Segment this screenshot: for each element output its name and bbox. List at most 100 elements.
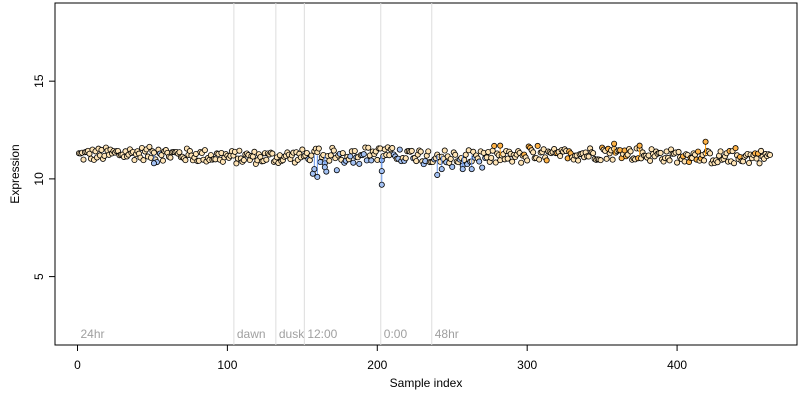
segment-label: dusk bbox=[279, 327, 305, 341]
data-point bbox=[315, 145, 322, 152]
data-point bbox=[80, 156, 87, 163]
data-point bbox=[524, 157, 531, 164]
data-point bbox=[299, 146, 306, 153]
data-point bbox=[449, 163, 456, 170]
segment-label: 48hr bbox=[435, 327, 459, 341]
highlight-point bbox=[438, 166, 445, 173]
data-point bbox=[491, 142, 498, 149]
data-point bbox=[158, 152, 165, 159]
data-point bbox=[327, 152, 334, 159]
data-point bbox=[417, 148, 424, 155]
data-point bbox=[609, 156, 616, 163]
data-point bbox=[240, 157, 247, 164]
data-point bbox=[534, 142, 541, 149]
x-tick-label: 200 bbox=[367, 358, 387, 372]
data-point bbox=[351, 147, 358, 154]
data-point bbox=[389, 145, 396, 152]
data-point bbox=[452, 151, 459, 158]
data-point bbox=[675, 148, 682, 155]
highlight-point bbox=[311, 166, 318, 173]
data-point bbox=[146, 143, 153, 150]
data-point bbox=[408, 147, 415, 154]
highlight-point bbox=[497, 142, 504, 149]
data-point bbox=[758, 147, 765, 154]
data-point bbox=[347, 153, 354, 160]
data-point bbox=[707, 150, 714, 157]
data-point bbox=[509, 158, 516, 165]
data-point bbox=[396, 146, 403, 153]
data-point bbox=[543, 157, 550, 164]
highlight-point bbox=[378, 168, 385, 175]
data-point bbox=[603, 155, 610, 162]
data-point bbox=[330, 147, 337, 154]
highlight-point bbox=[611, 140, 618, 147]
data-point bbox=[447, 155, 454, 162]
data-point bbox=[695, 148, 702, 155]
data-point bbox=[575, 157, 582, 164]
data-point bbox=[746, 160, 753, 167]
highlight-point bbox=[636, 142, 643, 149]
data-point bbox=[233, 160, 240, 167]
data-point bbox=[731, 160, 738, 167]
data-point bbox=[182, 157, 189, 164]
x-axis-title: Sample index bbox=[390, 376, 463, 390]
highlight-point bbox=[150, 160, 157, 167]
x-tick-label: 300 bbox=[517, 358, 537, 372]
data-point bbox=[590, 150, 597, 157]
data-point bbox=[356, 160, 363, 167]
highlight-point bbox=[314, 173, 321, 180]
data-point bbox=[402, 155, 409, 162]
segment-label: dawn bbox=[237, 327, 266, 341]
data-point bbox=[701, 157, 708, 164]
x-tick-label: 400 bbox=[667, 358, 687, 372]
segment-label: 12:00 bbox=[307, 327, 337, 341]
highlight-point bbox=[321, 164, 328, 171]
segment-label: 24hr bbox=[80, 327, 104, 341]
highlight-point bbox=[378, 181, 385, 188]
x-tick-label: 0 bbox=[74, 358, 81, 372]
y-tick-label: 5 bbox=[32, 273, 46, 280]
highlight-point bbox=[702, 138, 709, 145]
data-point bbox=[365, 144, 372, 151]
data-point bbox=[753, 155, 760, 162]
data-point bbox=[131, 157, 138, 164]
data-point bbox=[674, 159, 681, 166]
data-point bbox=[479, 164, 486, 171]
plot-frame bbox=[54, 2, 798, 346]
data-point bbox=[251, 148, 258, 155]
data-point bbox=[666, 157, 673, 164]
data-point bbox=[536, 156, 543, 163]
data-point bbox=[167, 154, 174, 161]
data-point bbox=[717, 148, 724, 155]
data-point bbox=[492, 159, 499, 166]
data-point bbox=[326, 157, 333, 164]
data-point bbox=[236, 147, 243, 154]
data-point bbox=[756, 160, 763, 167]
data-point bbox=[303, 149, 310, 156]
data-point bbox=[557, 153, 564, 160]
data-point bbox=[368, 157, 375, 164]
data-point bbox=[476, 158, 483, 165]
data-point bbox=[441, 147, 448, 154]
data-point bbox=[140, 157, 147, 164]
data-point bbox=[333, 167, 340, 174]
data-point bbox=[518, 159, 525, 166]
data-point bbox=[585, 153, 592, 160]
data-point bbox=[201, 147, 208, 154]
data-point bbox=[488, 154, 495, 161]
data-point bbox=[504, 155, 511, 162]
y-tick-label: 15 bbox=[32, 74, 46, 88]
data-point bbox=[530, 149, 537, 156]
data-point bbox=[714, 159, 721, 166]
data-point bbox=[350, 159, 357, 166]
data-point bbox=[425, 148, 432, 155]
x-tick-label: 100 bbox=[217, 358, 237, 372]
data-point bbox=[360, 151, 367, 158]
y-axis-title: Expression bbox=[8, 144, 22, 203]
data-point bbox=[263, 156, 270, 163]
data-point bbox=[159, 157, 166, 164]
data-point bbox=[269, 150, 276, 157]
highlight-point bbox=[434, 171, 441, 178]
data-point bbox=[339, 150, 346, 157]
